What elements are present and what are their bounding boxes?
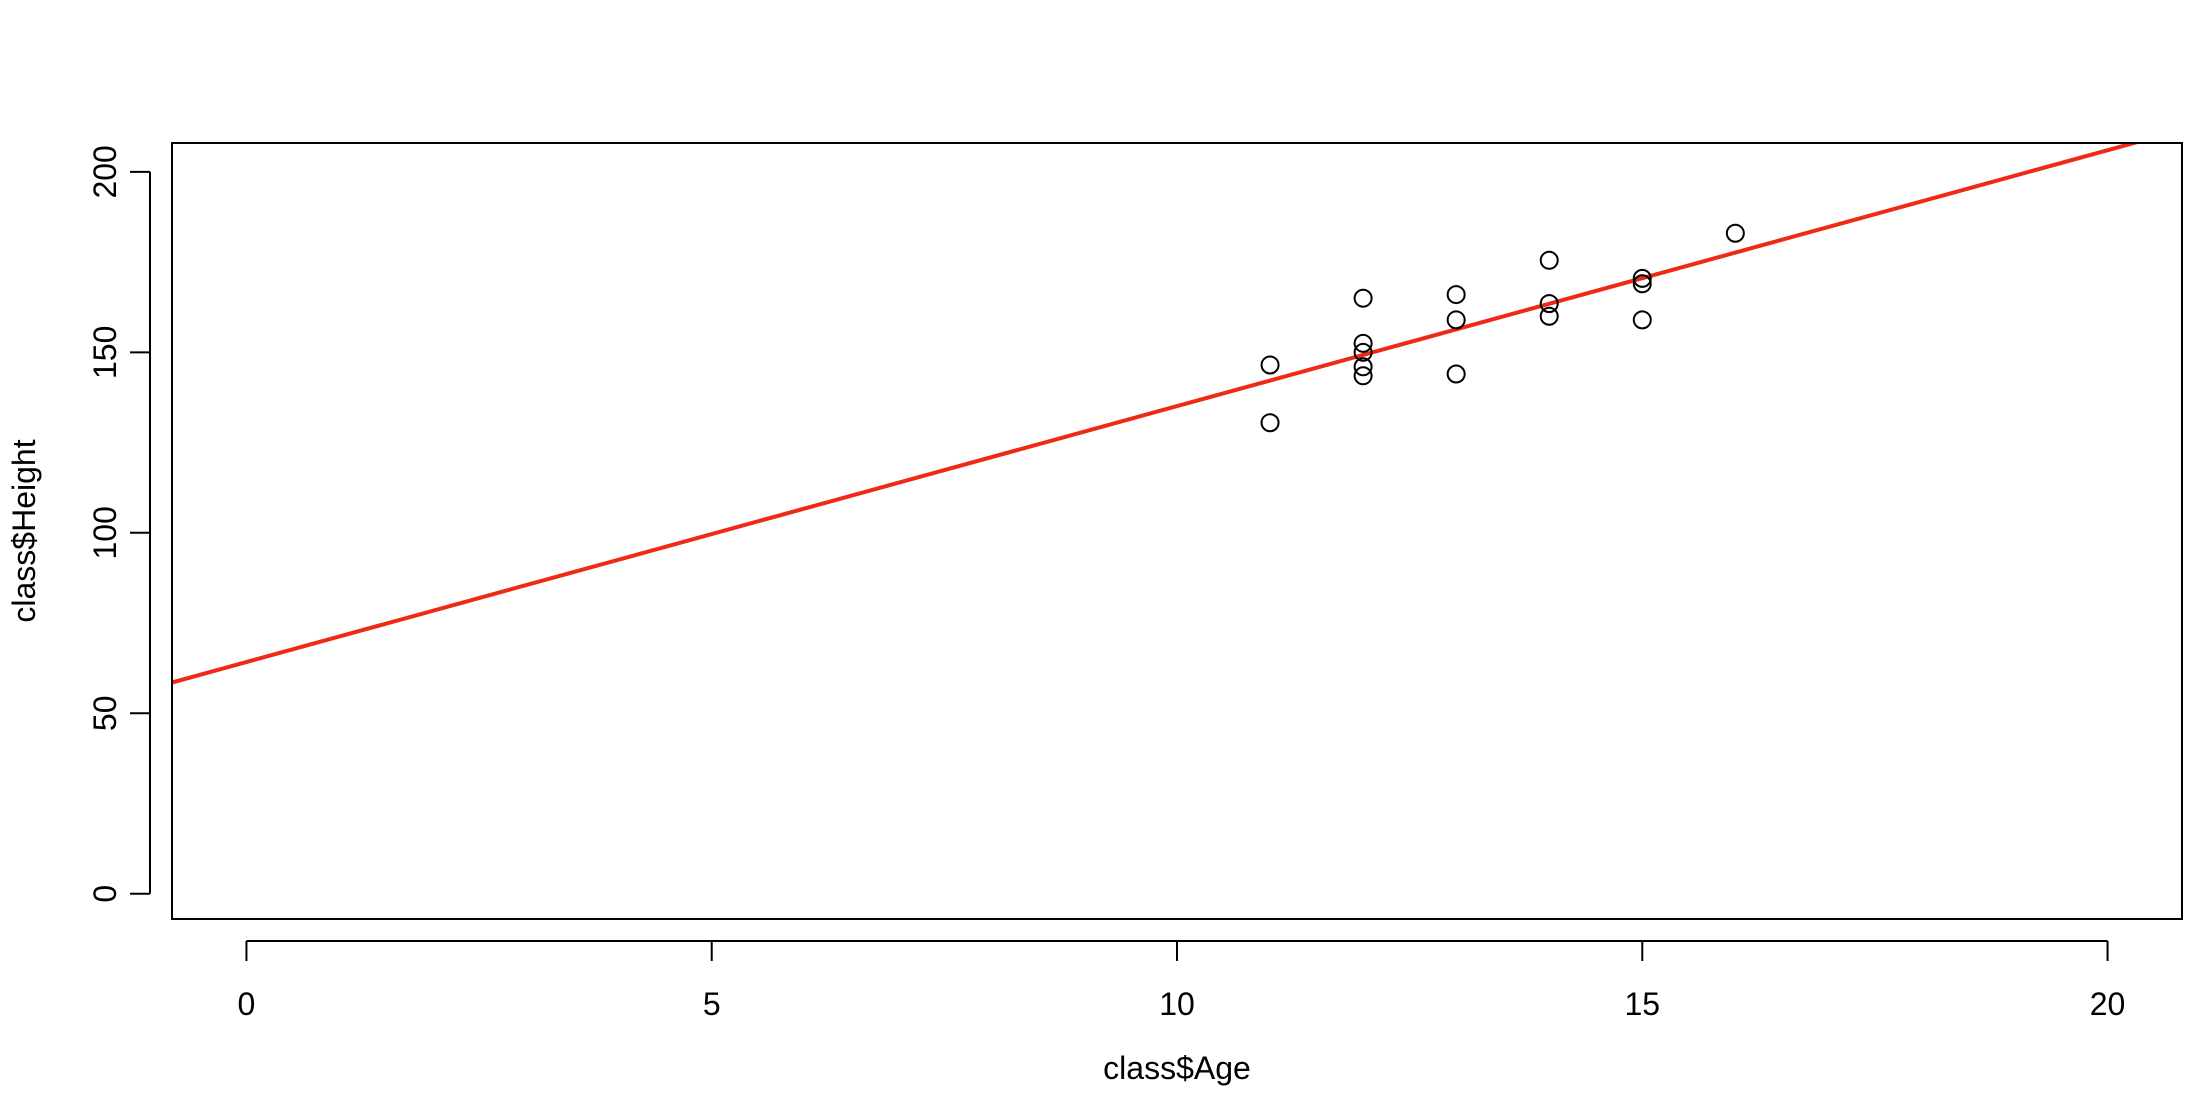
y-tick-label: 50 [87, 695, 123, 731]
y-axis-title: class$Height [6, 439, 42, 622]
x-tick-label: 15 [1624, 986, 1660, 1022]
y-axis: 0 50 100 150 200 [87, 145, 151, 903]
data-point [1725, 223, 1745, 243]
data-point [1446, 310, 1466, 330]
data-point [1353, 366, 1373, 386]
data-point [1353, 288, 1373, 308]
x-tick-label: 20 [2090, 986, 2126, 1022]
x-axis: 0 5 10 15 20 [238, 940, 2126, 1022]
x-tick-label: 5 [703, 986, 721, 1022]
data-point [1539, 294, 1559, 314]
data-point [1632, 268, 1652, 288]
data-point [1353, 357, 1373, 377]
plot-frame [171, 142, 2183, 920]
points-layer [1260, 223, 1745, 433]
y-tick-label: 150 [87, 326, 123, 379]
data-point [1446, 364, 1466, 384]
data-point [1260, 413, 1280, 433]
fit-line-layer [172, 143, 2142, 685]
x-axis-title: class$Age [1103, 1050, 1251, 1086]
x-tick-label: 0 [238, 986, 256, 1022]
y-tick-label: 0 [87, 885, 123, 903]
y-tick-label: 200 [87, 145, 123, 198]
data-point [1353, 333, 1373, 353]
regression-line [172, 143, 2142, 685]
data-point [1260, 355, 1280, 375]
data-point [1539, 306, 1559, 326]
data-point [1539, 250, 1559, 270]
x-tick-label: 10 [1159, 986, 1195, 1022]
data-point [1353, 342, 1373, 362]
data-point [1632, 274, 1652, 294]
data-point [1446, 285, 1466, 305]
y-tick-label: 100 [87, 506, 123, 559]
data-point [1632, 310, 1652, 330]
